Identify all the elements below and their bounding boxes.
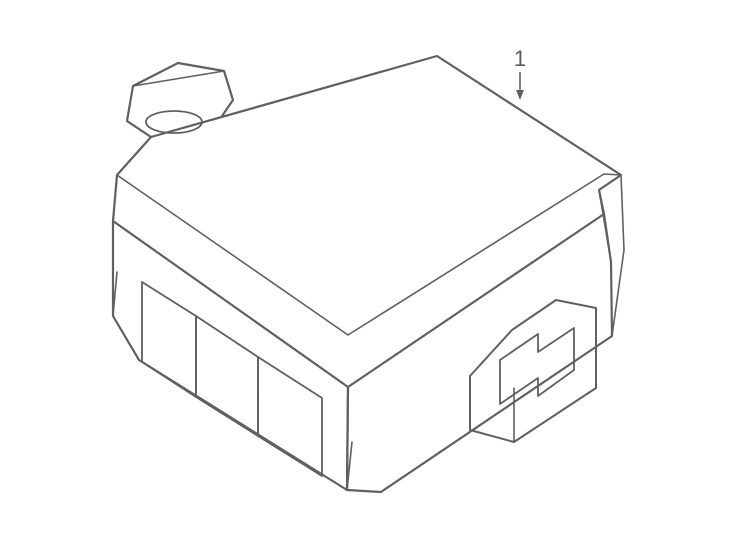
module-top-bevel [117, 174, 604, 335]
front-right-connector-body [470, 300, 596, 442]
callout-1-arrowhead [516, 90, 524, 100]
part-diagram: 1 [0, 0, 734, 540]
module-front-left-side [113, 221, 348, 490]
front-right-connector-arrow [500, 328, 574, 404]
callout-1: 1 [514, 46, 526, 100]
rear-mount-tab-outline [127, 63, 233, 137]
module-right-step2 [612, 175, 624, 336]
front-left-slot-1 [142, 282, 196, 397]
callout-1-label: 1 [514, 46, 526, 71]
front-left-slot-3 [258, 357, 322, 476]
module-top-face [113, 56, 621, 387]
front-left-slot-2 [196, 316, 258, 436]
module-right-step [599, 190, 611, 262]
module-top-bevel-right [604, 174, 621, 175]
module-front-right-side [347, 214, 612, 492]
